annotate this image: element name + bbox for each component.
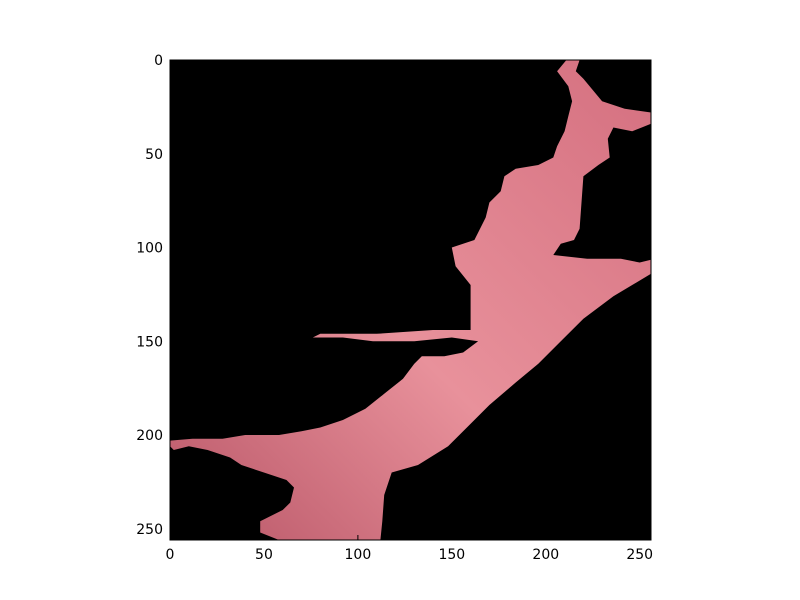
x-tick-label: 150 [438,547,465,563]
segmented-region [170,60,651,540]
y-axis-ticks: 0 50 100 150 200 250 [136,53,651,538]
y-tick-label: 150 [136,334,163,350]
x-tick-label: 50 [255,547,273,563]
y-tick-label: 50 [145,147,163,163]
x-axis-ticks: 0 50 100 150 200 250 [166,60,653,563]
x-tick-label: 200 [532,547,559,563]
x-tick-label: 250 [626,547,653,563]
segmented-region-group [170,60,651,540]
x-tick-label: 0 [166,547,175,563]
y-tick-label: 0 [154,53,163,69]
x-tick-label: 100 [345,547,372,563]
y-tick-label: 100 [136,241,163,257]
y-tick-label: 250 [136,522,163,538]
axes-frame [169,59,652,541]
y-tick-label: 200 [136,428,163,444]
